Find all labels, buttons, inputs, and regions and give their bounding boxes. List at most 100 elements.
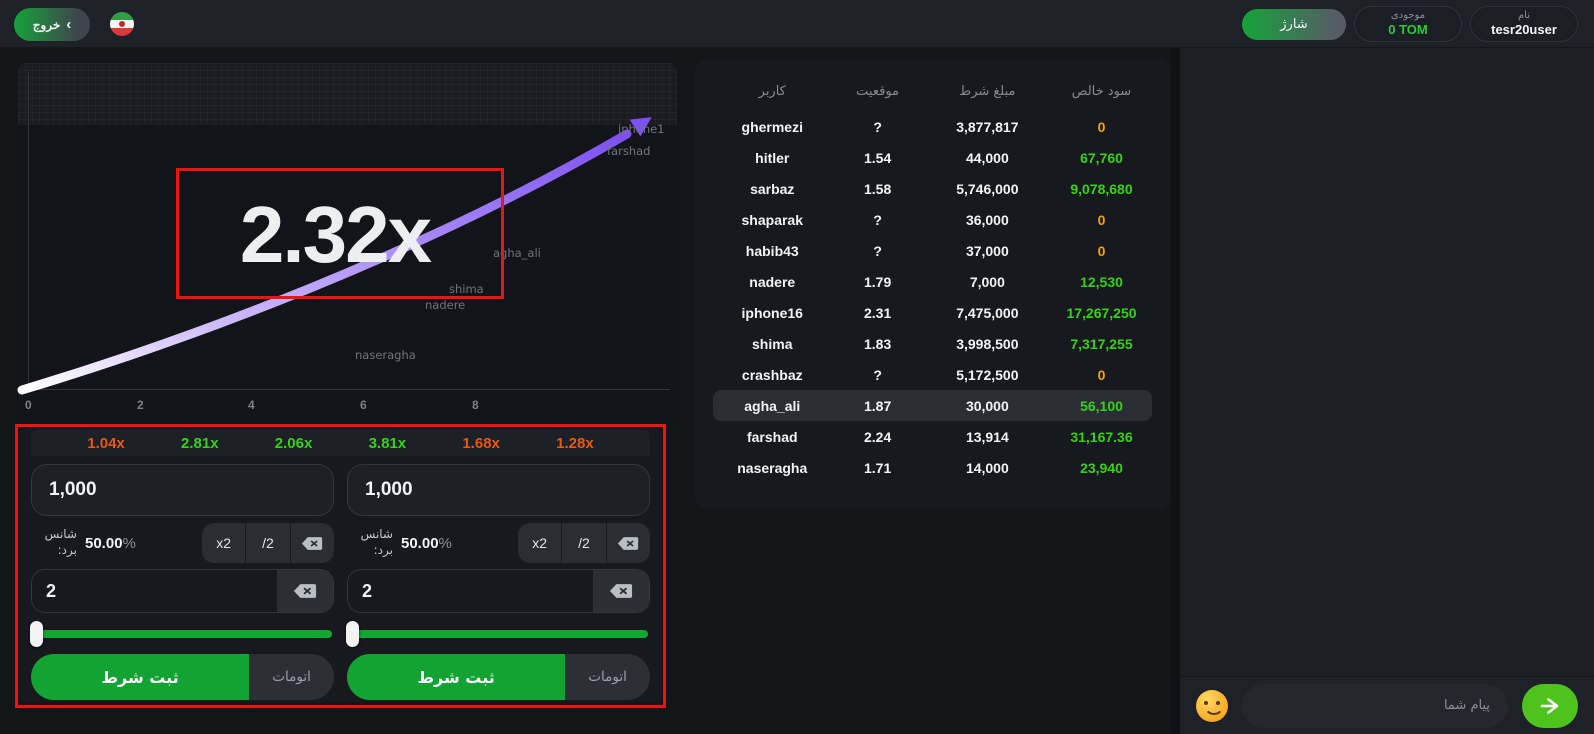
table-row: nadere 1.79 7,000 12,530 bbox=[713, 266, 1152, 297]
position-cell: 1.58 bbox=[863, 180, 892, 197]
backspace-icon bbox=[293, 584, 317, 598]
table-row: shima 1.83 3,998,500 7,317,255 bbox=[713, 328, 1152, 359]
table-row: iphone16 2.31 7,475,000 17,267,250 bbox=[713, 297, 1152, 328]
table-row: naseragha 1.71 14,000 23,940 bbox=[713, 452, 1152, 483]
bets-table-panel: کاربر موقعیت مبلغ شرط سود خالص ghermezi? 3,8… bbox=[695, 60, 1170, 508]
chance-adjust-group: x2 /2 bbox=[202, 523, 334, 563]
position-cell: 2.31 bbox=[863, 304, 892, 321]
bets-table: کاربر موقعیت مبلغ شرط سود خالص ghermezi? 3,8… bbox=[713, 76, 1152, 483]
position-cell: 1.83 bbox=[863, 335, 892, 352]
clear-target-button[interactable] bbox=[593, 570, 649, 612]
clear-target-button[interactable] bbox=[277, 570, 333, 612]
slider-track[interactable] bbox=[33, 630, 332, 638]
amount-cell: 13,914 bbox=[965, 428, 1009, 445]
chance-slider bbox=[346, 621, 650, 647]
bet-column-1: شانس برد: 50.00% x2 /2 bbox=[30, 456, 334, 700]
half-button[interactable]: /2 bbox=[245, 523, 289, 563]
balance-label: موجودی bbox=[1390, 9, 1426, 21]
table-header-cell: سود خالص bbox=[1071, 84, 1132, 99]
send-button[interactable] bbox=[1522, 683, 1578, 728]
panel-divider bbox=[1171, 48, 1180, 734]
auto-bet-button[interactable]: اتومات bbox=[565, 654, 650, 700]
table-row: ghermezi? 3,877,817 0 bbox=[713, 111, 1152, 142]
target-multiplier-field bbox=[31, 569, 334, 613]
auto-bet-button[interactable]: اتومات bbox=[249, 654, 334, 700]
target-multiplier-input[interactable] bbox=[32, 570, 277, 612]
table-row: crashbaz? 5,172,500 0 bbox=[713, 359, 1152, 390]
table-row: hitler 1.54 44,000 67,760 bbox=[713, 142, 1152, 173]
chance-slider bbox=[30, 621, 334, 647]
slider-track[interactable] bbox=[349, 630, 648, 638]
amount-cell: 30,000 bbox=[923, 390, 1051, 421]
user-cell: ghermezi bbox=[741, 118, 803, 135]
slider-thumb[interactable] bbox=[30, 621, 43, 647]
iran-flag-icon bbox=[110, 12, 134, 36]
bet-column-2: شانس برد: 50.00% x2 /2 bbox=[346, 456, 650, 700]
slider-thumb[interactable] bbox=[346, 621, 359, 647]
half-button[interactable]: /2 bbox=[561, 523, 605, 563]
x-tick-label: 6 bbox=[360, 398, 367, 412]
profit-cell: 23,940 bbox=[1080, 459, 1123, 476]
player-label: shima bbox=[449, 282, 484, 296]
balance-pill: موجودی 0 TOM bbox=[1354, 6, 1462, 42]
bet-amount-input[interactable] bbox=[347, 464, 650, 516]
history-multiplier: 1.04x bbox=[87, 434, 125, 452]
x-tick-label: 4 bbox=[248, 398, 255, 412]
amount-cell: 3,998,500 bbox=[956, 335, 1019, 352]
backspace-button[interactable] bbox=[605, 523, 650, 563]
win-chance-label: شانس برد: bbox=[360, 527, 393, 557]
table-header-cell: مبلغ شرط bbox=[959, 84, 1016, 99]
profit-cell: 0 bbox=[1097, 242, 1106, 259]
user-cell: farshad bbox=[746, 428, 798, 445]
profit-cell: 7,317,255 bbox=[1070, 335, 1133, 352]
current-multiplier: 2.32x bbox=[239, 190, 432, 279]
double-button[interactable]: x2 bbox=[518, 523, 561, 563]
table-header-row: کاربر موقعیت مبلغ شرط سود خالص bbox=[713, 76, 1152, 111]
profit-cell: 67,760 bbox=[1080, 149, 1123, 166]
history-multiplier: 1.28x bbox=[556, 434, 594, 452]
user-cell: iphone16 bbox=[741, 304, 803, 321]
amount-cell: 5,746,000 bbox=[956, 180, 1019, 197]
charge-button[interactable]: شارژ bbox=[1242, 8, 1346, 40]
chance-adjust-group: x2 /2 bbox=[518, 523, 650, 563]
amount-cell: 44,000 bbox=[965, 149, 1009, 166]
table-header-cell: کاربر bbox=[758, 84, 786, 99]
double-button[interactable]: x2 bbox=[202, 523, 245, 563]
position-cell: 1.71 bbox=[863, 459, 892, 476]
history-multiplier: 2.06x bbox=[274, 434, 313, 452]
chat-message-input[interactable] bbox=[1242, 683, 1508, 728]
balance-value: 0 TOM bbox=[1388, 22, 1428, 38]
x-tick-label: 0 bbox=[25, 398, 32, 412]
player-label: naseragha bbox=[355, 348, 416, 362]
win-chance-label: شانس برد: bbox=[44, 527, 77, 557]
history-strip: 1.04x 2.81x 2.06x 3.81x 1.68x 1.28x bbox=[31, 430, 650, 456]
position-cell: 1.79 bbox=[863, 273, 892, 290]
place-bet-button[interactable]: ثبت شرط bbox=[347, 654, 566, 700]
profit-cell: 9,078,680 bbox=[1070, 180, 1133, 197]
bet-panel: 1.04x 2.81x 2.06x 3.81x 1.68x 1.28x شانس برد:… bbox=[18, 428, 663, 702]
place-bet-button[interactable]: ثبت شرط bbox=[31, 654, 250, 700]
history-multiplier: 1.68x bbox=[462, 434, 500, 452]
position-cell: ? bbox=[873, 366, 882, 383]
exit-button[interactable]: خروج ‹ bbox=[14, 8, 90, 41]
backspace-button[interactable] bbox=[289, 523, 334, 563]
x-tick-label: 8 bbox=[472, 398, 479, 412]
table-header-cell: موقعیت bbox=[856, 84, 900, 99]
profit-cell: 17,267,250 bbox=[1066, 304, 1137, 321]
history-multiplier: 2.81x bbox=[181, 434, 219, 452]
target-multiplier-field bbox=[347, 569, 650, 613]
username-pill: نام tesr20user bbox=[1470, 6, 1578, 42]
user-cell: shima bbox=[752, 335, 793, 352]
table-row: sarbaz 1.58 5,746,000 9,078,680 bbox=[713, 173, 1152, 204]
player-label: farshad bbox=[607, 144, 651, 158]
position-cell: ? bbox=[873, 211, 882, 228]
amount-cell: 5,172,500 bbox=[956, 366, 1019, 383]
position-cell: 1.54 bbox=[863, 149, 892, 166]
x-axis bbox=[28, 389, 670, 390]
emoji-icon[interactable] bbox=[1196, 689, 1228, 722]
target-multiplier-input[interactable] bbox=[348, 570, 593, 612]
table-row: shaparak? 36,000 0 bbox=[713, 204, 1152, 235]
bet-amount-input[interactable] bbox=[31, 464, 334, 516]
chat-input-bar bbox=[1180, 676, 1594, 734]
